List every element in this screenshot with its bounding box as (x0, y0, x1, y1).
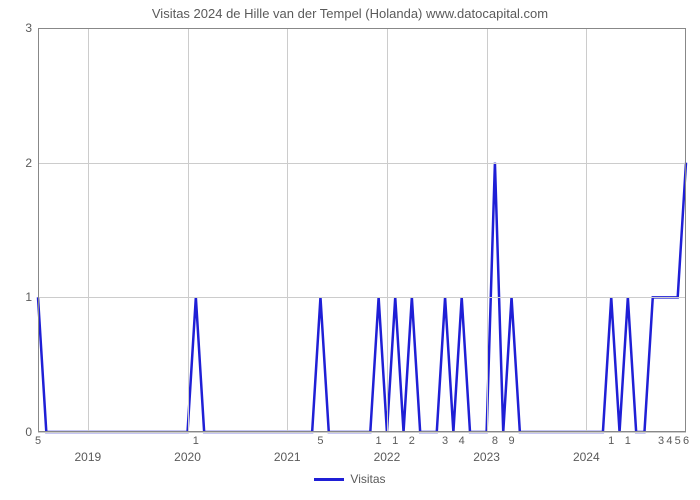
axis-border (38, 431, 686, 432)
y-tick-label: 3 (25, 21, 38, 35)
x-annotation-label: 1 (608, 432, 614, 447)
x-annotation-label: 5 (35, 432, 41, 447)
line-series-svg (38, 28, 686, 432)
x-major-tick-label: 2024 (573, 432, 600, 464)
gridline-vertical (487, 28, 488, 432)
chart-plot-area: 0123201920202021202220232024515112348911… (38, 28, 686, 432)
x-annotation-label: 1 (193, 432, 199, 447)
gridline-horizontal (38, 163, 686, 164)
x-annotation-label: 3 (658, 432, 664, 447)
x-annotation-label: 4 (666, 432, 672, 447)
axis-border (38, 28, 686, 29)
x-major-tick-label: 2019 (74, 432, 101, 464)
x-annotation-label: 5 (317, 432, 323, 447)
x-annotation-label: 5 (675, 432, 681, 447)
x-annotation-label: 1 (625, 432, 631, 447)
legend-label: Visitas (350, 472, 385, 486)
y-tick-label: 1 (25, 290, 38, 304)
gridline-vertical (88, 28, 89, 432)
gridline-vertical (387, 28, 388, 432)
gridline-horizontal (38, 297, 686, 298)
x-annotation-label: 6 (683, 432, 689, 447)
x-annotation-label: 1 (376, 432, 382, 447)
axis-border (38, 28, 39, 432)
x-annotation-label: 3 (442, 432, 448, 447)
gridline-vertical (287, 28, 288, 432)
chart-legend: Visitas (0, 472, 700, 486)
gridline-vertical (188, 28, 189, 432)
x-annotation-label: 1 (392, 432, 398, 447)
gridline-vertical (586, 28, 587, 432)
x-annotation-label: 2 (409, 432, 415, 447)
x-annotation-label: 9 (508, 432, 514, 447)
x-annotation-label: 4 (459, 432, 465, 447)
axis-border (685, 28, 686, 432)
y-tick-label: 2 (25, 156, 38, 170)
x-major-tick-label: 2021 (274, 432, 301, 464)
legend-swatch (314, 478, 344, 481)
chart-title: Visitas 2024 de Hille van der Tempel (Ho… (0, 6, 700, 21)
x-annotation-label: 8 (492, 432, 498, 447)
